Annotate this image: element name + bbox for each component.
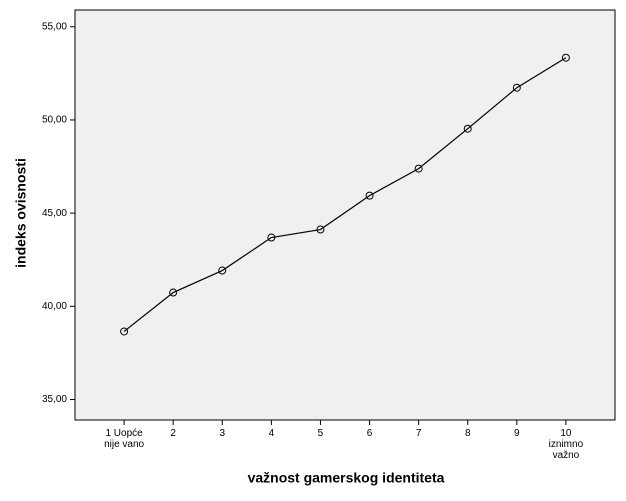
x-tick-label: 7 [415, 428, 422, 439]
x-axis-label: važnost gamerskog identiteta [248, 470, 445, 486]
y-tick-label: 50,00 [42, 115, 67, 126]
point [267, 233, 276, 242]
point [169, 288, 178, 297]
point [463, 124, 472, 133]
point [512, 83, 521, 92]
y-tick-label: 35,00 [42, 394, 67, 405]
x-tick-label: 3 [219, 428, 226, 439]
point [120, 327, 129, 336]
x-tick-label: 10 iznimno važno [548, 428, 584, 461]
point [316, 225, 325, 234]
x-tick-label: 4 [268, 428, 275, 439]
point [414, 164, 423, 173]
x-tick-label: 1 Uopće nije vano [104, 428, 145, 450]
point [561, 53, 570, 62]
line [123, 57, 567, 332]
y-tick-label: 55,00 [42, 21, 67, 32]
x-tick-label: 2 [170, 428, 176, 439]
x-tick-label: 5 [317, 428, 324, 439]
plot-area [74, 9, 616, 421]
x-tick-label: 8 [464, 428, 471, 439]
y-tick-label: 45,00 [42, 208, 67, 219]
point [218, 266, 227, 275]
x-tick-label: 6 [366, 428, 373, 439]
y-tick-label: 40,00 [42, 301, 67, 312]
y-axis-label: indeks ovisnosti [13, 158, 29, 268]
x-tick-label: 9 [514, 428, 520, 439]
point [365, 191, 374, 200]
